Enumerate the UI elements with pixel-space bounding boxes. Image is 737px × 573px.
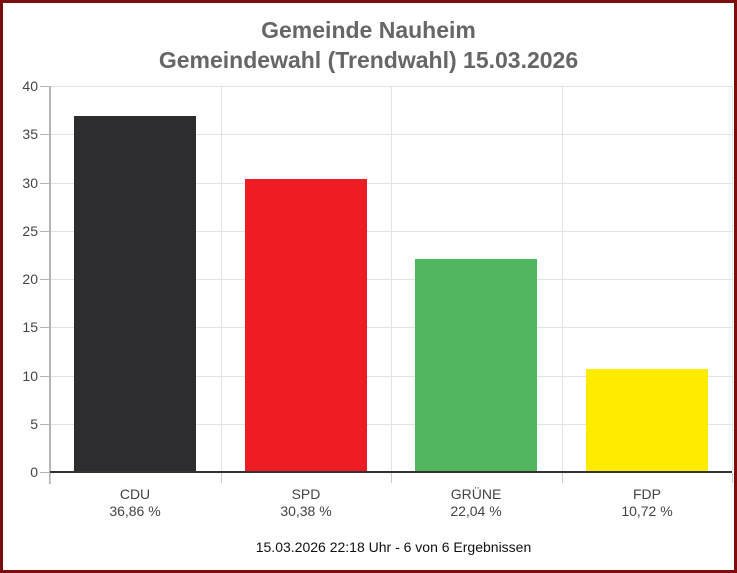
y-tick [40, 183, 49, 184]
y-tick-label: 35 [22, 126, 38, 142]
y-tick-label: 15 [22, 319, 38, 335]
gridline-vertical [221, 86, 222, 472]
bar-gruene[interactable] [415, 259, 537, 472]
bar-fdp[interactable] [586, 369, 708, 472]
x-category-label: GRÜNE 22,04 % [391, 486, 561, 520]
y-tick [40, 472, 49, 473]
y-axis-line [49, 86, 51, 484]
party-name: FDP [633, 486, 661, 502]
x-category-label: SPD 30,38 % [221, 486, 391, 520]
gridline-vertical [562, 86, 563, 472]
x-tick [221, 473, 222, 483]
y-tick [40, 327, 49, 328]
x-tick [391, 473, 392, 483]
results-status: 15.03.2026 22:18 Uhr - 6 von 6 Ergebniss… [255, 539, 532, 555]
x-tick [562, 473, 563, 483]
x-tick [732, 473, 733, 483]
y-tick [40, 279, 49, 280]
party-name: GRÜNE [450, 486, 502, 502]
y-tick-label: 0 [30, 464, 38, 480]
y-tick [40, 231, 49, 232]
y-tick-label: 20 [22, 271, 38, 287]
y-tick-label: 10 [22, 368, 38, 384]
y-tick [40, 134, 49, 135]
chart-title: Gemeinde Nauheim [261, 17, 476, 43]
y-tick [40, 86, 49, 87]
party-percent: 10,72 % [621, 503, 673, 519]
y-tick-label: 5 [30, 416, 38, 432]
party-percent: 22,04 % [450, 503, 502, 519]
party-name: SPD [291, 486, 321, 502]
x-axis-line [50, 471, 732, 473]
bar-spd[interactable] [245, 179, 367, 472]
x-category-label: FDP 10,72 % [562, 486, 732, 520]
y-tick [40, 376, 49, 377]
x-category-label: CDU 36,86 % [50, 486, 220, 520]
y-tick-label: 25 [22, 223, 38, 239]
chart-subtitle: Gemeindewahl (Trendwahl) 15.03.2026 [158, 47, 579, 73]
bar-cdu[interactable] [74, 116, 196, 472]
y-tick [40, 424, 49, 425]
party-name: CDU [119, 486, 151, 502]
x-tick [50, 473, 51, 483]
party-percent: 30,38 % [280, 503, 332, 519]
y-tick-label: 30 [22, 175, 38, 191]
gridline-vertical [732, 86, 733, 472]
party-percent: 36,86 % [109, 503, 161, 519]
gridline-vertical [391, 86, 392, 472]
y-tick-label: 40 [22, 78, 38, 94]
